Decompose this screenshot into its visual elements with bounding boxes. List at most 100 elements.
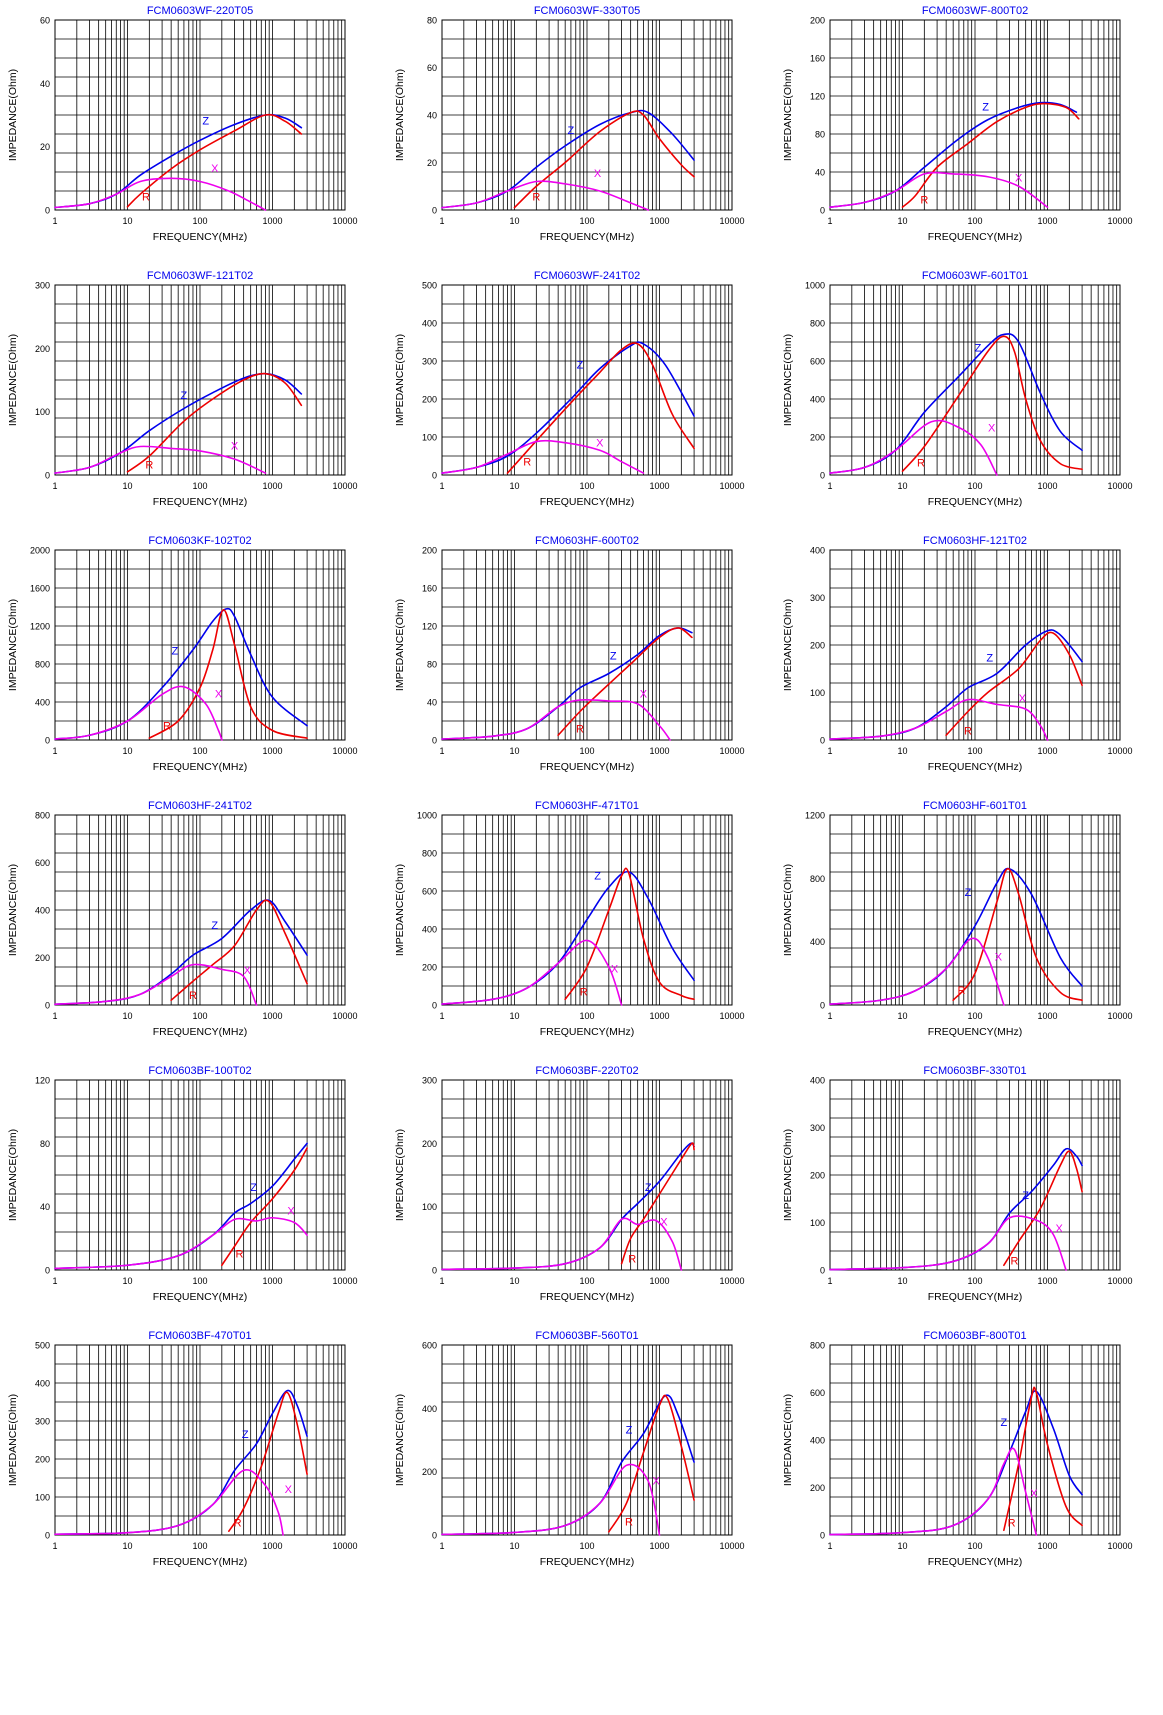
y-tick-label: 400 [422, 319, 437, 329]
y-axis-label: IMPEDANCE(Ohm) [782, 599, 794, 691]
series-label-r: R [142, 192, 150, 204]
series-line-r [221, 1147, 308, 1267]
impedance-chart: FCM0603BF-470T01 0 100 200 300 400 500 1 10 100 10… [7, 1330, 358, 1568]
x-tick-label: 1000 [262, 1541, 282, 1551]
chart-panel: FCM0603BF-560T01 0 200 400 600 1 10 100 1000 1000… [387, 1325, 775, 1611]
plot-frame [441, 19, 733, 211]
y-tick-label: 200 [810, 433, 825, 443]
x-tick-label: 1000 [649, 1541, 669, 1551]
x-tick-label: 10000 [332, 1541, 357, 1551]
plot-frame [829, 284, 1121, 476]
y-tick-label: 200 [35, 953, 50, 963]
series-label-z: Z [211, 920, 218, 932]
x-tick-label: 1 [52, 1276, 57, 1286]
series-label-z: Z [202, 116, 209, 128]
impedance-chart: FCM0603WF-800T02 0 40 80 120 160 200 1 10 100 1000… [782, 5, 1133, 243]
x-tick-label: 10 [897, 1011, 907, 1021]
grid [441, 20, 732, 210]
x-axis-label: FREQUENCY(MHz) [928, 761, 1023, 773]
impedance-chart: FCM0603WF-601T01 0 200 400 600 800 1000 1 10 100 1… [782, 270, 1133, 508]
series-line-r [506, 342, 695, 474]
y-tick-label: 200 [422, 963, 437, 973]
y-tick-label: 400 [422, 925, 437, 935]
x-tick-label: 10000 [1107, 481, 1132, 491]
y-tick-label: 100 [810, 688, 825, 698]
series-label-x: X [1030, 1488, 1038, 1500]
x-axis-label: FREQUENCY(MHz) [540, 231, 635, 243]
y-tick-label: 400 [422, 1404, 437, 1414]
series-label-r: R [1010, 1255, 1018, 1267]
x-tick-label: 1000 [262, 1011, 282, 1021]
series-label-x: X [596, 438, 604, 450]
chart-panel: FCM0603BF-330T01 0 100 200 300 400 1 10 100 1000 1… [775, 1060, 1163, 1346]
x-tick-label: 10000 [1107, 746, 1132, 756]
series-label-x: X [287, 1206, 295, 1218]
series-label-z: Z [626, 1425, 633, 1437]
plot-frame [54, 1079, 346, 1271]
x-tick-label: 1000 [262, 481, 282, 491]
chart-title: FCM0603WF-601T01 [922, 270, 1028, 282]
x-tick-label: 1 [827, 481, 832, 491]
series-line-x [829, 171, 1049, 208]
y-tick-label: 100 [810, 1218, 825, 1228]
x-tick-label: 10 [509, 1011, 519, 1021]
impedance-chart: FCM0603HF-471T01 0 200 400 600 800 1000 1 10 100 1… [394, 800, 745, 1038]
x-tick-label: 10000 [1107, 216, 1132, 226]
x-axis-label: FREQUENCY(MHz) [153, 231, 248, 243]
series-label-r: R [576, 723, 584, 735]
x-tick-label: 1 [52, 1541, 57, 1551]
y-tick-label: 40 [40, 1202, 50, 1212]
chart-title: FCM0603WF-121T02 [147, 270, 253, 282]
series-label-z: Z [242, 1429, 249, 1441]
y-tick-label: 1200 [805, 811, 825, 821]
plot-frame [829, 814, 1121, 1006]
series-line-x [829, 1447, 1038, 1536]
y-tick-label: 200 [422, 546, 437, 556]
x-tick-label: 1000 [262, 216, 282, 226]
x-tick-label: 10000 [719, 216, 744, 226]
series-label-z: Z [594, 871, 601, 883]
series-label-r: R [580, 987, 588, 999]
chart-panel: FCM0603HF-121T02 0 100 200 300 400 1 10 100 1000 1… [775, 530, 1163, 816]
x-tick-label: 10000 [719, 481, 744, 491]
y-tick-label: 200 [810, 1171, 825, 1181]
impedance-chart: FCM0603HF-121T02 0 100 200 300 400 1 10 100 1000 1… [782, 535, 1133, 773]
x-tick-label: 1000 [1037, 216, 1057, 226]
plot-frame [829, 19, 1121, 211]
series-label-r: R [145, 460, 153, 472]
y-tick-label: 0 [45, 1266, 50, 1276]
y-tick-label: 200 [35, 344, 50, 354]
x-axis-label: FREQUENCY(MHz) [928, 1556, 1023, 1568]
grid [441, 1345, 732, 1535]
x-axis-label: FREQUENCY(MHz) [928, 496, 1023, 508]
series-label-r: R [917, 457, 925, 469]
impedance-chart: FCM0603BF-220T02 0 100 200 300 1 10 100 1000 1000… [394, 1065, 745, 1303]
series-label-r: R [532, 192, 540, 204]
x-tick-label: 10 [122, 1541, 132, 1551]
y-tick-label: 400 [810, 1436, 825, 1446]
grid [54, 815, 345, 1005]
y-tick-label: 80 [427, 660, 437, 670]
x-tick-label: 10000 [719, 746, 744, 756]
x-tick-label: 100 [967, 1011, 982, 1021]
series-label-x: X [640, 688, 648, 700]
x-axis-label: FREQUENCY(MHz) [540, 1556, 635, 1568]
series-label-z: Z [1000, 1417, 1007, 1429]
x-tick-label: 100 [967, 1541, 982, 1551]
series-label-r: R [523, 457, 531, 469]
series-label-z: Z [577, 360, 584, 372]
y-axis-label: IMPEDANCE(Ohm) [7, 599, 19, 691]
series-line-x [441, 1217, 683, 1271]
x-tick-label: 100 [579, 1276, 594, 1286]
series-label-x: X [1019, 693, 1027, 705]
plot-frame [54, 814, 346, 1006]
series-line-r [513, 110, 695, 209]
y-tick-label: 100 [35, 1493, 50, 1503]
y-tick-label: 300 [422, 1076, 437, 1086]
x-tick-label: 10000 [332, 746, 357, 756]
x-tick-label: 1 [52, 216, 57, 226]
chart-panel: FCM0603WF-121T02 0 100 200 300 1 10 100 1000 1000… [0, 265, 388, 551]
x-axis-label: FREQUENCY(MHz) [153, 1291, 248, 1303]
